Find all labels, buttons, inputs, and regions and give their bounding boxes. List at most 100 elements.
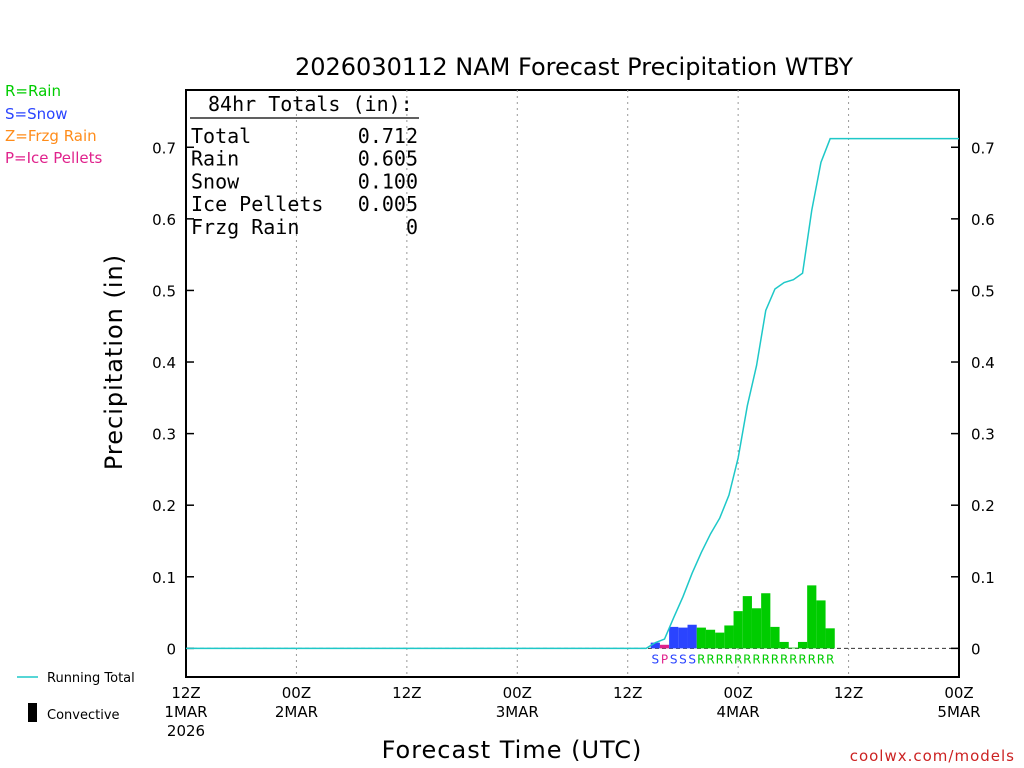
x-tick-label: 1MAR: [164, 703, 207, 721]
precip-bar: [807, 585, 817, 649]
precip-bar: [659, 644, 670, 649]
precip-bar: [825, 628, 835, 649]
x-tick-label: 4MAR: [717, 703, 760, 721]
x-tick-label: 3MAR: [496, 703, 539, 721]
y-tick-label-right: 0.1: [971, 569, 995, 587]
precip-bar: [669, 626, 679, 649]
x-tick-label: 12Z: [171, 684, 200, 702]
precip-type-label: S: [688, 652, 696, 666]
precip-bar: [724, 625, 734, 649]
y-tick-label: 0.7: [152, 139, 176, 157]
precip-type-label: S: [670, 652, 678, 666]
precip-type-label: R: [789, 652, 797, 666]
legend-ice-pellets: P=Ice Pellets: [5, 149, 102, 167]
precip-bar: [650, 642, 660, 649]
precip-bar: [751, 608, 762, 649]
y-tick-label-right: 0: [971, 640, 981, 658]
precip-type-label: R: [734, 652, 742, 666]
y-tick-label-right: 0.3: [971, 426, 995, 444]
precip-type-label: R: [752, 652, 760, 666]
x-tick-label: 2026: [167, 722, 205, 740]
precip-type-label: P: [661, 652, 668, 666]
precip-type-label: R: [716, 652, 724, 666]
y-tick-label-right: 0.4: [971, 354, 995, 372]
legend-rain: R=Rain: [5, 82, 61, 100]
precip-type-label: R: [706, 652, 714, 666]
legend-snow: S=Snow: [5, 105, 68, 123]
y-tick-layer: 0 0 0.1 0.1 0.2 0.2 0.3 0.3 0.4 0.4 0.5 0.5 0.6 0.6 0.…: [152, 139, 995, 658]
convective-legend-swatch: [28, 703, 37, 722]
totals-row-value: 0.005: [358, 192, 418, 216]
precip-bar: [687, 624, 697, 649]
precip-bar: [678, 627, 688, 649]
y-tick-label: 0.5: [152, 282, 176, 300]
precip-type-label: S: [652, 652, 660, 666]
precip-bar: [742, 596, 752, 649]
x-tick-label: 00Z: [944, 684, 973, 702]
precip-type-label: R: [817, 652, 825, 666]
totals-row-value: 0.100: [358, 169, 418, 193]
precip-type-label: R: [743, 652, 751, 666]
precip-type-label: R: [808, 652, 816, 666]
totals-row-label: Total: [191, 124, 251, 148]
x-axis-label: Forecast Time (UTC): [382, 736, 643, 764]
y-tick-label-right: 0.6: [971, 211, 995, 229]
precip-type-label: S: [679, 652, 687, 666]
y-tick-label-right: 0.5: [971, 282, 995, 300]
x-tick-label: 5MAR: [937, 703, 980, 721]
totals-header: 84hr Totals (in):: [208, 92, 413, 116]
precip-type-label: R: [771, 652, 779, 666]
running-total-legend-label: Running Total: [47, 671, 135, 686]
x-tick-label: 00Z: [282, 684, 311, 702]
x-tick-label: 12Z: [392, 684, 421, 702]
precip-bar: [779, 641, 789, 649]
totals-row-value: 0.605: [358, 147, 418, 171]
precip-bar: [715, 632, 725, 649]
precip-type-label: R: [697, 652, 705, 666]
grid-layer: [186, 90, 959, 677]
totals-row-label: Snow: [191, 169, 240, 193]
totals-row-label: Rain: [191, 147, 239, 171]
y-tick-label: 0: [166, 640, 176, 658]
totals-row-label: Ice Pellets: [191, 192, 323, 216]
y-tick-label-right: 0.2: [971, 497, 995, 515]
precip-bar: [770, 626, 780, 649]
x-tick-label: 00Z: [503, 684, 532, 702]
precip-bar: [705, 629, 716, 649]
y-tick-label: 0.6: [152, 211, 176, 229]
totals-row-label: Frzg Rain: [191, 215, 299, 239]
precip-bar: [816, 600, 826, 649]
y-tick-label-right: 0.7: [971, 139, 995, 157]
x-tick-label: 12Z: [613, 684, 642, 702]
totals-row-value: 0.712: [358, 124, 418, 148]
precip-type-label: R: [762, 652, 770, 666]
precip-bar: [696, 627, 706, 649]
y-tick-label: 0.4: [152, 354, 176, 372]
x-tick-label: 00Z: [723, 684, 752, 702]
x-tick-label: 2MAR: [275, 703, 318, 721]
precip-type-label: R: [798, 652, 806, 666]
precip-type-label: R: [725, 652, 733, 666]
legend-frzg-rain: Z=Frzg Rain: [5, 127, 97, 145]
totals-row-value: 0: [406, 215, 418, 239]
y-tick-label: 0.1: [152, 569, 176, 587]
precip-bar: [761, 593, 771, 649]
chart-title: 2026030112 NAM Forecast Precipitation WT…: [295, 53, 853, 81]
precip-bar: [788, 647, 798, 649]
y-tick-label: 0.3: [152, 426, 176, 444]
line-layer: [186, 137, 959, 650]
running-total-line: [186, 137, 959, 650]
y-axis-label: Precipitation (in): [100, 254, 128, 470]
precip-type-label: R: [826, 652, 834, 666]
plot-frame: [185, 89, 960, 678]
convective-legend-label: Convective: [47, 708, 120, 723]
y-tick-label: 0.2: [152, 497, 176, 515]
bar-layer: [650, 585, 835, 649]
totals-box: 84hr Totals (in): Total 0.712 Rain 0.605 Sno…: [190, 92, 419, 239]
credit-text: coolwx.com/models: [850, 747, 1015, 765]
precip-bar: [733, 611, 743, 649]
precip-type-label: R: [780, 652, 788, 666]
